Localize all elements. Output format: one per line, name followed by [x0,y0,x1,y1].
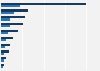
Bar [1,46,5,48]
Bar [1,16,25,18]
Bar [1,3,86,5]
Bar [1,18,10,21]
Bar [1,57,6,59]
Bar [1,9,28,12]
Bar [1,30,18,32]
Bar [1,50,9,53]
Bar [1,44,10,46]
Bar [1,37,13,39]
Bar [1,59,4,62]
Bar [1,39,6,41]
Bar [1,53,4,55]
Bar [1,32,8,34]
Bar [1,25,10,27]
Bar [1,23,23,25]
Bar [1,66,3,68]
Bar [1,12,14,14]
Bar [1,5,20,7]
Bar [1,64,4,66]
